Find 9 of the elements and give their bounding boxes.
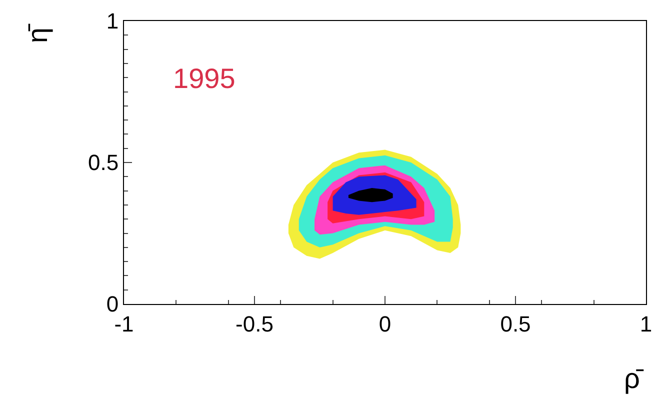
y-tick-label: 0.5 (88, 150, 119, 176)
y-tick-label: 1 (106, 8, 119, 34)
x-tick-label: 0.5 (500, 311, 531, 336)
x-axis-title: ρ̄ (624, 363, 644, 394)
y-axis-title: η̄ (22, 24, 54, 44)
x-tick-label: 1 (640, 311, 652, 336)
x-tick-label: 0 (378, 311, 392, 336)
annotation: 1995 (173, 63, 236, 94)
x-tick-label: -0.5 (236, 311, 274, 336)
